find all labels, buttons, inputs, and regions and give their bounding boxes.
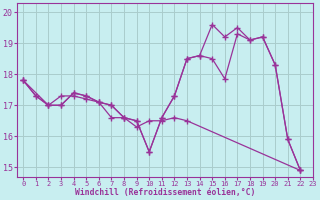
X-axis label: Windchill (Refroidissement éolien,°C): Windchill (Refroidissement éolien,°C) bbox=[75, 188, 255, 197]
